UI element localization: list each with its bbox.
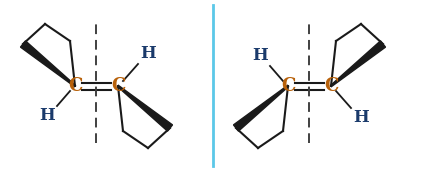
Polygon shape (117, 86, 172, 131)
Text: C: C (68, 77, 82, 95)
Text: H: H (39, 108, 55, 124)
Polygon shape (233, 86, 288, 131)
Text: C: C (280, 77, 294, 95)
Text: C: C (323, 77, 337, 95)
Polygon shape (330, 41, 385, 87)
Text: H: H (251, 48, 267, 64)
Text: H: H (352, 109, 368, 127)
Text: H: H (140, 45, 155, 62)
Polygon shape (20, 41, 75, 87)
Text: C: C (111, 77, 125, 95)
